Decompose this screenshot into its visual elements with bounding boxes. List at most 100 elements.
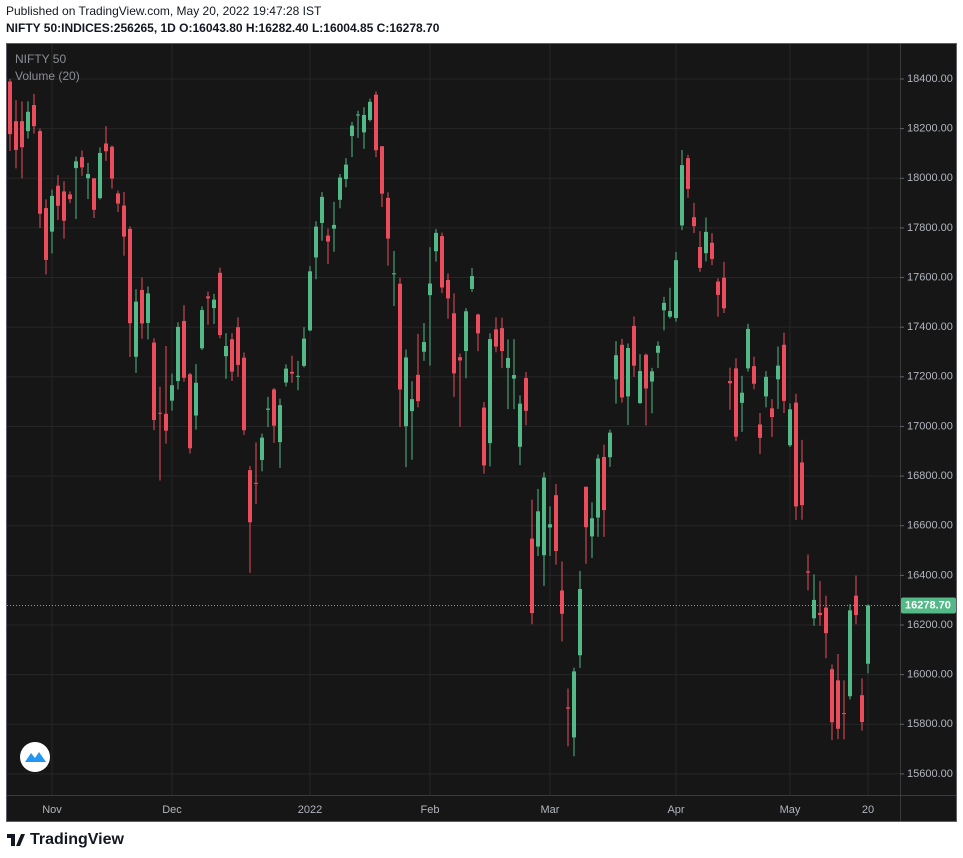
candle-body — [866, 605, 870, 664]
candle-body — [146, 293, 150, 323]
candle-body — [494, 329, 498, 347]
candle-body — [650, 371, 654, 382]
candle-body — [596, 458, 600, 518]
candle-body — [230, 339, 234, 372]
candle-body — [212, 299, 216, 309]
y-tick-label: 17000.00 — [907, 420, 953, 432]
candle-body — [242, 357, 246, 431]
brand-name: TradingView — [30, 831, 125, 848]
candle-body — [26, 111, 30, 132]
candle-body — [668, 311, 672, 317]
candle-body — [80, 157, 84, 168]
published-line: Published on TradingView.com, May 20, 20… — [6, 4, 322, 18]
candle-body — [140, 289, 144, 324]
candle-body — [404, 357, 408, 427]
candle-body — [452, 313, 456, 374]
candle-body — [860, 695, 864, 723]
indicator-label: Volume (20) — [15, 69, 80, 83]
candle-body — [224, 346, 228, 357]
candle-body — [566, 707, 570, 709]
candle-body — [674, 260, 678, 318]
candle-body — [104, 143, 108, 152]
y-tick-label: 18400.00 — [907, 73, 953, 85]
candle-body — [764, 376, 768, 397]
candle-body — [572, 671, 576, 738]
candle-body — [734, 368, 738, 437]
candle-body — [398, 283, 402, 390]
candle-body — [464, 311, 468, 352]
candle-body — [314, 226, 318, 258]
candle-body — [680, 165, 684, 226]
candle-body — [602, 456, 606, 511]
candle-body — [302, 338, 306, 366]
candle-body — [308, 271, 312, 331]
symbol-line: NIFTY 50:INDICES:256265, 1D O:16043.80 H… — [6, 21, 440, 35]
candle-body — [806, 571, 810, 573]
candle-body — [164, 413, 168, 431]
candle-body — [20, 121, 24, 148]
candle-body — [368, 101, 372, 120]
candle-body — [710, 242, 714, 259]
candle-body — [38, 131, 42, 214]
candle-body — [278, 405, 282, 443]
candle-body — [92, 178, 96, 210]
candle-body — [476, 314, 480, 334]
candle-body — [488, 339, 492, 444]
candle-body — [770, 408, 774, 418]
candle-body — [728, 381, 732, 384]
x-tick-label: Mar — [541, 804, 560, 816]
candle-body — [86, 174, 90, 179]
candle-body — [848, 610, 852, 697]
candle-body — [338, 177, 342, 200]
x-tick-label: Dec — [162, 804, 182, 816]
candle-body — [812, 599, 816, 619]
x-tick-label: 2022 — [298, 804, 322, 816]
candle-body — [686, 158, 690, 189]
candle-body — [290, 371, 294, 374]
candle-body — [584, 486, 588, 528]
candle-body — [14, 121, 18, 150]
candle-body — [422, 342, 426, 352]
candle-body — [374, 94, 378, 151]
x-tick-label: Feb — [421, 804, 440, 816]
candle-body — [824, 607, 828, 634]
candle-body — [332, 224, 336, 229]
candle-body — [578, 589, 582, 656]
candle-body — [608, 432, 612, 458]
x-tick-label: Nov — [42, 804, 62, 816]
candle-body — [248, 470, 252, 523]
candle-body — [122, 205, 126, 237]
candle-body — [842, 713, 846, 715]
candle-body — [638, 371, 642, 404]
candle-body — [440, 236, 444, 288]
y-tick-label: 16400.00 — [907, 569, 953, 581]
candle-body — [176, 326, 180, 382]
candle-body — [428, 283, 432, 296]
candle-body — [836, 680, 840, 729]
candle-body — [506, 357, 510, 368]
candle-body — [158, 412, 162, 414]
candle-body — [458, 357, 462, 361]
candle-body — [560, 590, 564, 614]
candle-body — [266, 408, 270, 410]
candle-body — [524, 378, 528, 411]
candle-body — [116, 193, 120, 204]
candle-body — [188, 374, 192, 449]
candle-body — [704, 231, 708, 254]
candle-body — [350, 125, 354, 137]
y-tick-label: 16200.00 — [907, 619, 953, 631]
candle-body — [626, 348, 630, 397]
candle-body — [284, 368, 288, 383]
candle-body — [698, 247, 702, 268]
candle-body — [8, 81, 12, 135]
candle-body — [356, 114, 360, 116]
y-tick-label: 17600.00 — [907, 271, 953, 283]
candle-body — [386, 197, 390, 239]
candle-body — [272, 389, 276, 426]
candle-body — [782, 344, 786, 401]
candle-body — [740, 392, 744, 403]
candle-body — [776, 365, 780, 380]
candle-body — [548, 524, 552, 528]
candle-body — [800, 462, 804, 506]
